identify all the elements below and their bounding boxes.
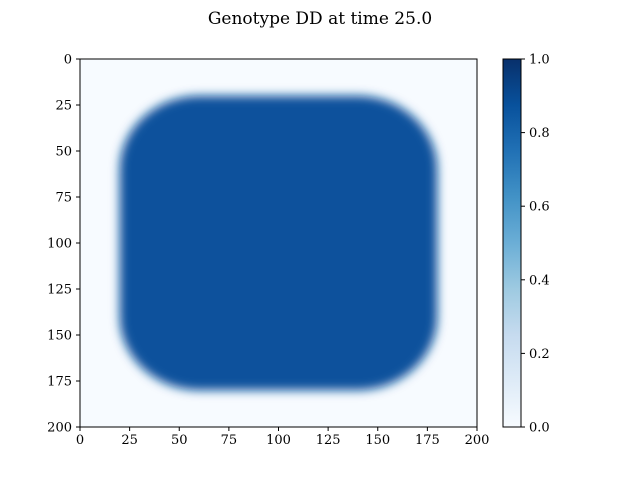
y-tick-label: 75: [55, 191, 72, 206]
x-tick-label: 50: [171, 433, 188, 448]
y-tick-label: 100: [47, 237, 72, 252]
colorbar: 0.0 0.2 0.4 0.6 0.8 1.0: [502, 53, 550, 436]
x-tick-label: 100: [266, 433, 291, 448]
x-tick-label: 0: [76, 433, 84, 448]
colorbar-ticks: 0.0 0.2 0.4 0.6 0.8 1.0: [521, 53, 550, 436]
colorbar-tick-label: 0.4: [529, 273, 550, 288]
heatmap-field: [119, 95, 438, 391]
colorbar-gradient: [503, 59, 521, 427]
y-tick-label: 150: [47, 329, 72, 344]
colorbar-tick-label: 0.2: [529, 347, 550, 362]
y-tick-label: 25: [55, 99, 72, 114]
x-tick-label: 175: [415, 433, 440, 448]
colorbar-tick-label: 0.6: [529, 200, 550, 215]
x-tick-label: 150: [365, 433, 390, 448]
x-tick-label: 75: [221, 433, 238, 448]
x-tick-label: 125: [316, 433, 341, 448]
plot-area: [79, 58, 478, 428]
x-tick-label: 200: [465, 433, 490, 448]
y-tick-label: 200: [47, 421, 72, 436]
y-tick-label: 125: [47, 283, 72, 298]
colorbar-tick-label: 0.0: [529, 421, 550, 436]
chart-title: Genotype DD at time 25.0: [208, 9, 432, 29]
y-tick-label: 0: [64, 53, 72, 68]
y-tick-label: 50: [55, 145, 72, 160]
x-tick-label: 25: [121, 433, 138, 448]
colorbar-tick-label: 1.0: [529, 53, 550, 68]
colorbar-tick-label: 0.8: [529, 126, 550, 141]
y-axis-ticks: 0 25 50 75 100 125 150 175 200: [47, 53, 80, 436]
x-axis-ticks: 0 25 50 75 100 125 150 175 200: [76, 427, 490, 448]
colorbar-frame: [502, 58, 522, 428]
y-tick-label: 175: [47, 375, 72, 390]
